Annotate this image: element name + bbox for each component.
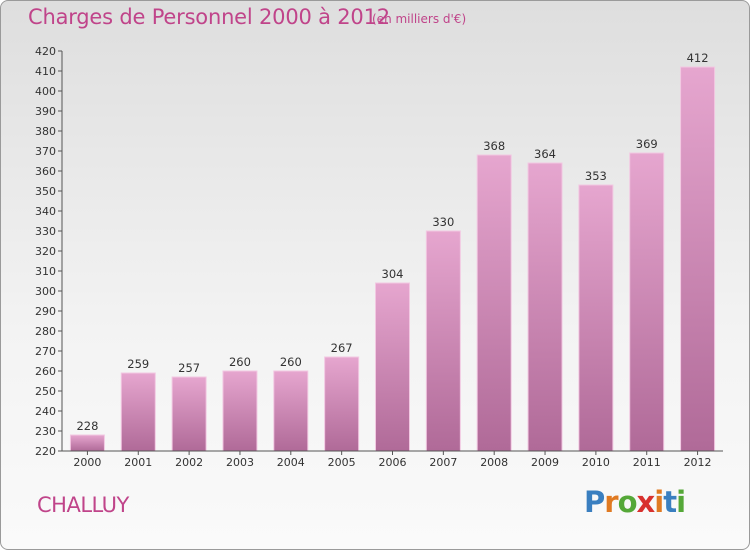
x-tick-label-2000: 2000 [73,456,101,469]
value-label-2006: 304 [382,267,404,281]
y-tick-label: 380 [35,125,56,138]
y-tick-label: 270 [35,345,56,358]
value-label-2004: 260 [280,355,302,369]
bar-2004 [273,370,309,452]
value-label-2008: 368 [483,139,505,153]
bar-2008 [476,154,512,452]
y-tick-label: 220 [35,445,56,458]
y-tick-label: 370 [35,145,56,158]
logo-letter: o [617,485,638,519]
value-label-2009: 364 [534,147,556,161]
y-tick-label: 330 [35,225,56,238]
x-tick-label-2008: 2008 [480,456,508,469]
value-label-2001: 259 [127,357,149,371]
value-label-2003: 260 [229,355,251,369]
y-tick-label: 340 [35,205,56,218]
value-label-2012: 412 [687,51,709,65]
logo-letter: t [663,485,677,519]
y-tick-label: 310 [35,265,56,278]
value-label-2005: 267 [331,341,353,355]
bar-2001 [120,372,156,452]
x-axis-ticks: 2000 2001 2002 2003 2004 2005 2006 2007 2008 2009… [73,451,712,469]
x-tick-label-2005: 2005 [328,456,356,469]
y-tick-label: 260 [35,365,56,378]
y-tick-label: 250 [35,385,56,398]
bar-2009 [527,162,563,452]
y-tick-label: 300 [35,285,56,298]
x-tick-label-2012: 2012 [684,456,712,469]
y-tick-label: 230 [35,425,56,438]
y-tick-label: 360 [35,165,56,178]
bar-2006 [375,282,410,452]
bar-2003 [222,370,258,452]
x-tick-label-2003: 2003 [226,456,254,469]
y-tick-label: 400 [35,85,56,98]
x-tick-label-2006: 2006 [379,456,407,469]
y-tick-label: 420 [35,45,56,58]
bar-2005 [324,356,360,452]
y-tick-label: 350 [35,185,56,198]
bar-2007 [425,230,461,452]
x-tick-label-2001: 2001 [124,456,152,469]
chart-title: Charges de Personnel 2000 à 2012 [28,5,390,29]
x-tick-label-2010: 2010 [582,456,610,469]
y-axis-ticks: 220 230 240 250 260 270 280 290 300 310 320 330 340 3… [35,45,62,458]
y-tick-label: 320 [35,245,56,258]
bar-2012 [680,66,716,452]
x-tick-label-2009: 2009 [531,456,559,469]
bar-2011 [629,152,665,452]
value-label-2007: 330 [432,215,454,229]
y-tick-label: 410 [35,65,56,78]
bar-2002 [171,376,207,452]
bar-2010 [578,184,614,452]
logo-letter: i [654,485,664,519]
value-label-2011: 369 [636,137,658,151]
logo-letter: P [584,485,605,519]
y-tick-label: 240 [35,405,56,418]
logo-letter: r [604,485,618,519]
chart-subtitle: (en milliers d'€) [372,12,467,26]
proxiti-logo[interactable]: Proxiti [584,485,686,519]
commune-name: CHALLUY [37,493,129,517]
y-tick-label: 290 [35,305,56,318]
bars-group: 228 259 257 260 260 267 304 330 368 364 353 369 412 [69,51,716,452]
x-tick-label-2011: 2011 [633,456,661,469]
value-label-2000: 228 [76,419,98,433]
y-tick-label: 280 [35,325,56,338]
bar-2000 [69,434,105,452]
x-tick-label-2002: 2002 [175,456,203,469]
logo-letter: i [676,485,686,519]
x-tick-label-2007: 2007 [429,456,457,469]
value-label-2002: 257 [178,361,200,375]
x-tick-label-2004: 2004 [277,456,305,469]
y-tick-label: 390 [35,105,56,118]
value-label-2010: 353 [585,169,607,183]
logo-letter: x [636,485,656,519]
